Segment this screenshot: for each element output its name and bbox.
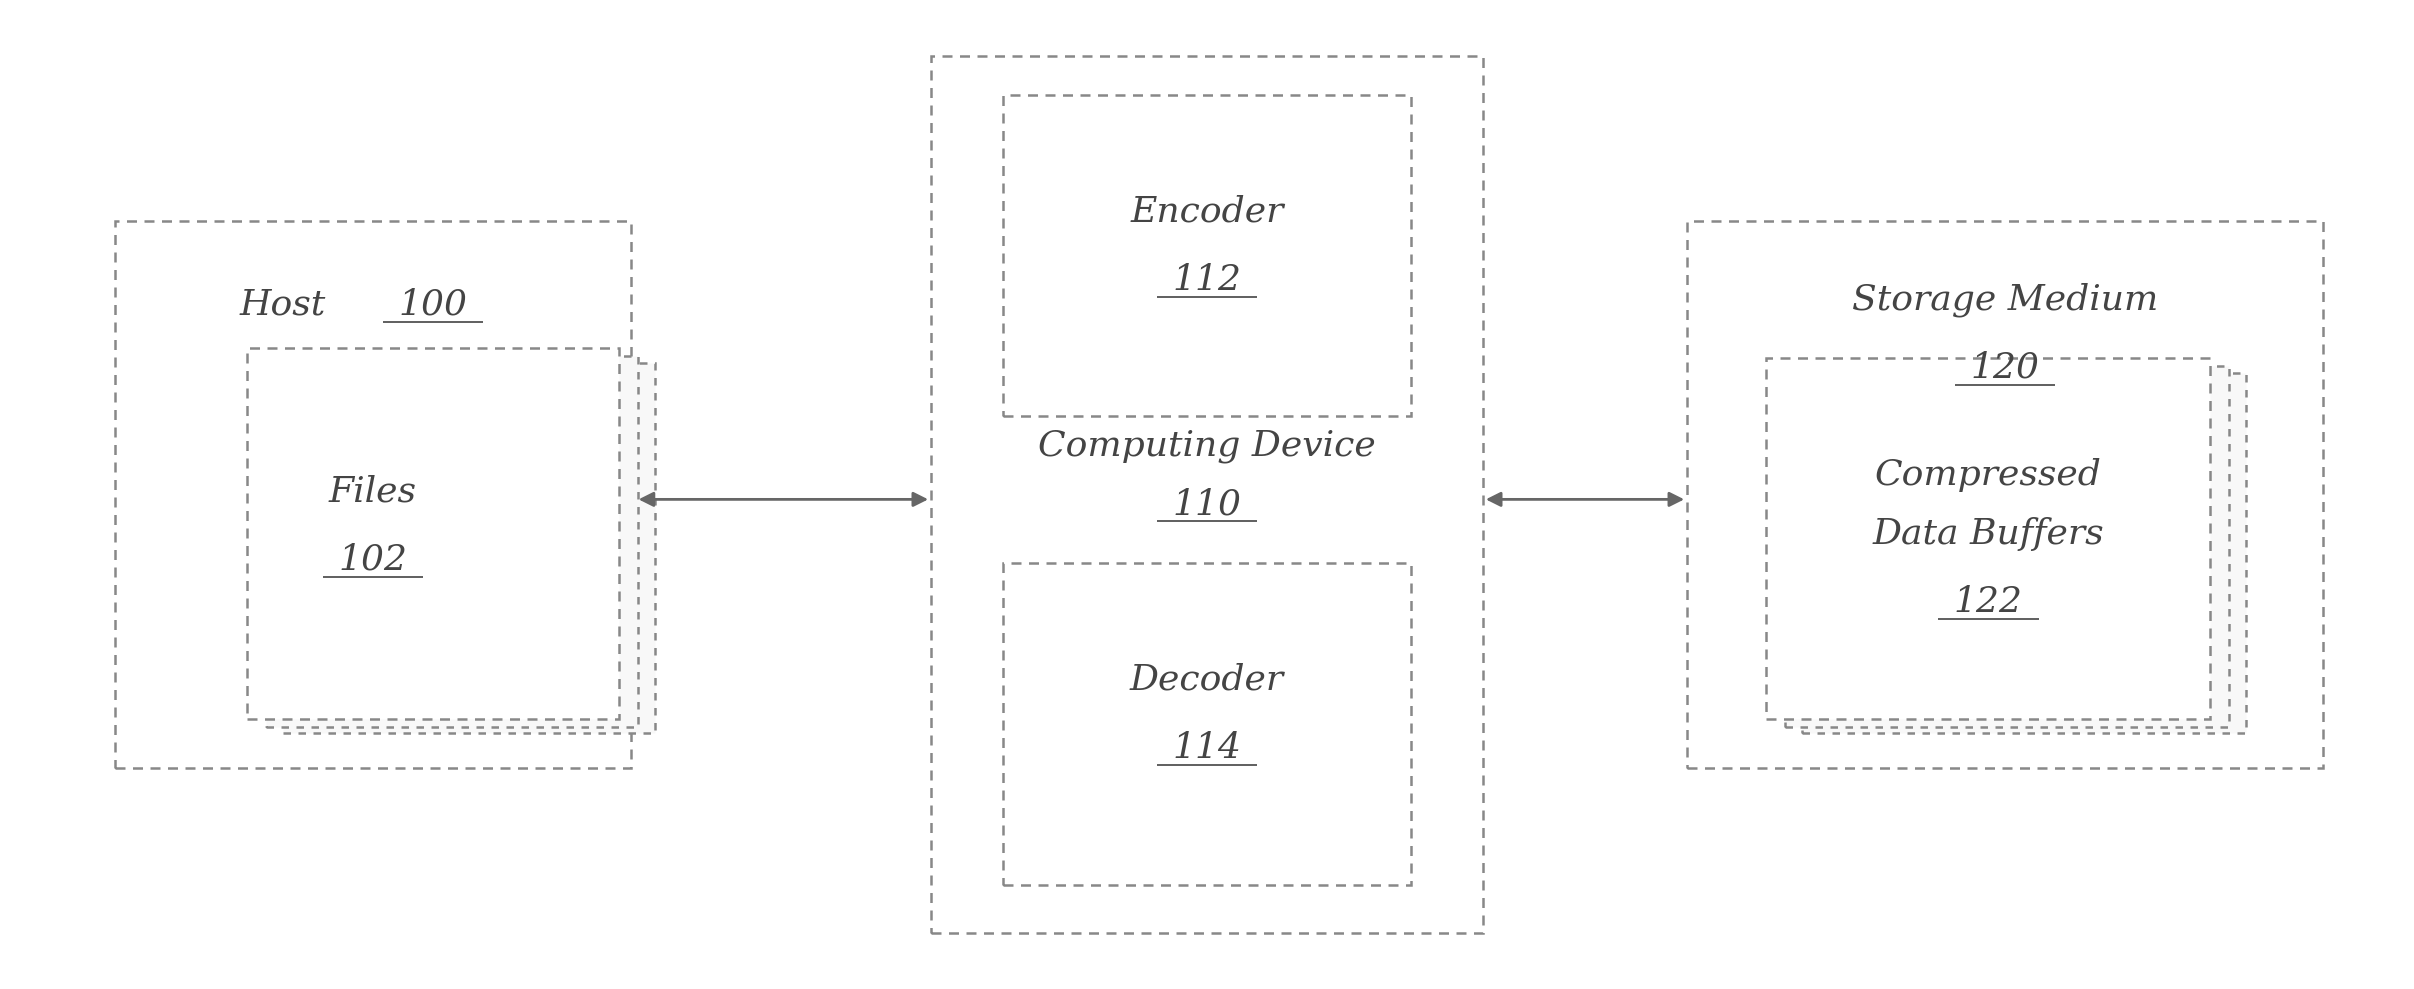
Text: Decoder: Decoder — [1130, 663, 1284, 697]
Text: 122: 122 — [1953, 584, 2023, 619]
Text: 112: 112 — [1173, 263, 1241, 297]
Text: Encoder: Encoder — [1130, 195, 1284, 228]
Text: Host: Host — [239, 288, 338, 321]
Text: Storage Medium: Storage Medium — [1852, 282, 2158, 316]
Bar — [1803, 373, 2247, 734]
Text: 120: 120 — [1970, 351, 2040, 385]
Text: Files: Files — [328, 475, 418, 508]
Text: 100: 100 — [398, 288, 468, 321]
Text: Data Buffers: Data Buffers — [1873, 516, 2105, 551]
Bar — [932, 55, 1482, 934]
Text: Computing Device: Computing Device — [1038, 429, 1376, 463]
Bar — [1767, 358, 2211, 719]
Bar — [1002, 563, 1412, 884]
Text: 102: 102 — [338, 543, 408, 577]
Bar — [246, 348, 618, 719]
Text: 110: 110 — [1173, 488, 1241, 521]
Text: 114: 114 — [1173, 731, 1241, 765]
Bar — [282, 363, 654, 734]
Bar — [116, 222, 630, 767]
Bar — [266, 356, 637, 727]
Text: Compressed: Compressed — [1876, 458, 2103, 492]
Bar — [1786, 366, 2231, 727]
Bar — [1687, 222, 2322, 767]
Bar — [1002, 95, 1412, 416]
